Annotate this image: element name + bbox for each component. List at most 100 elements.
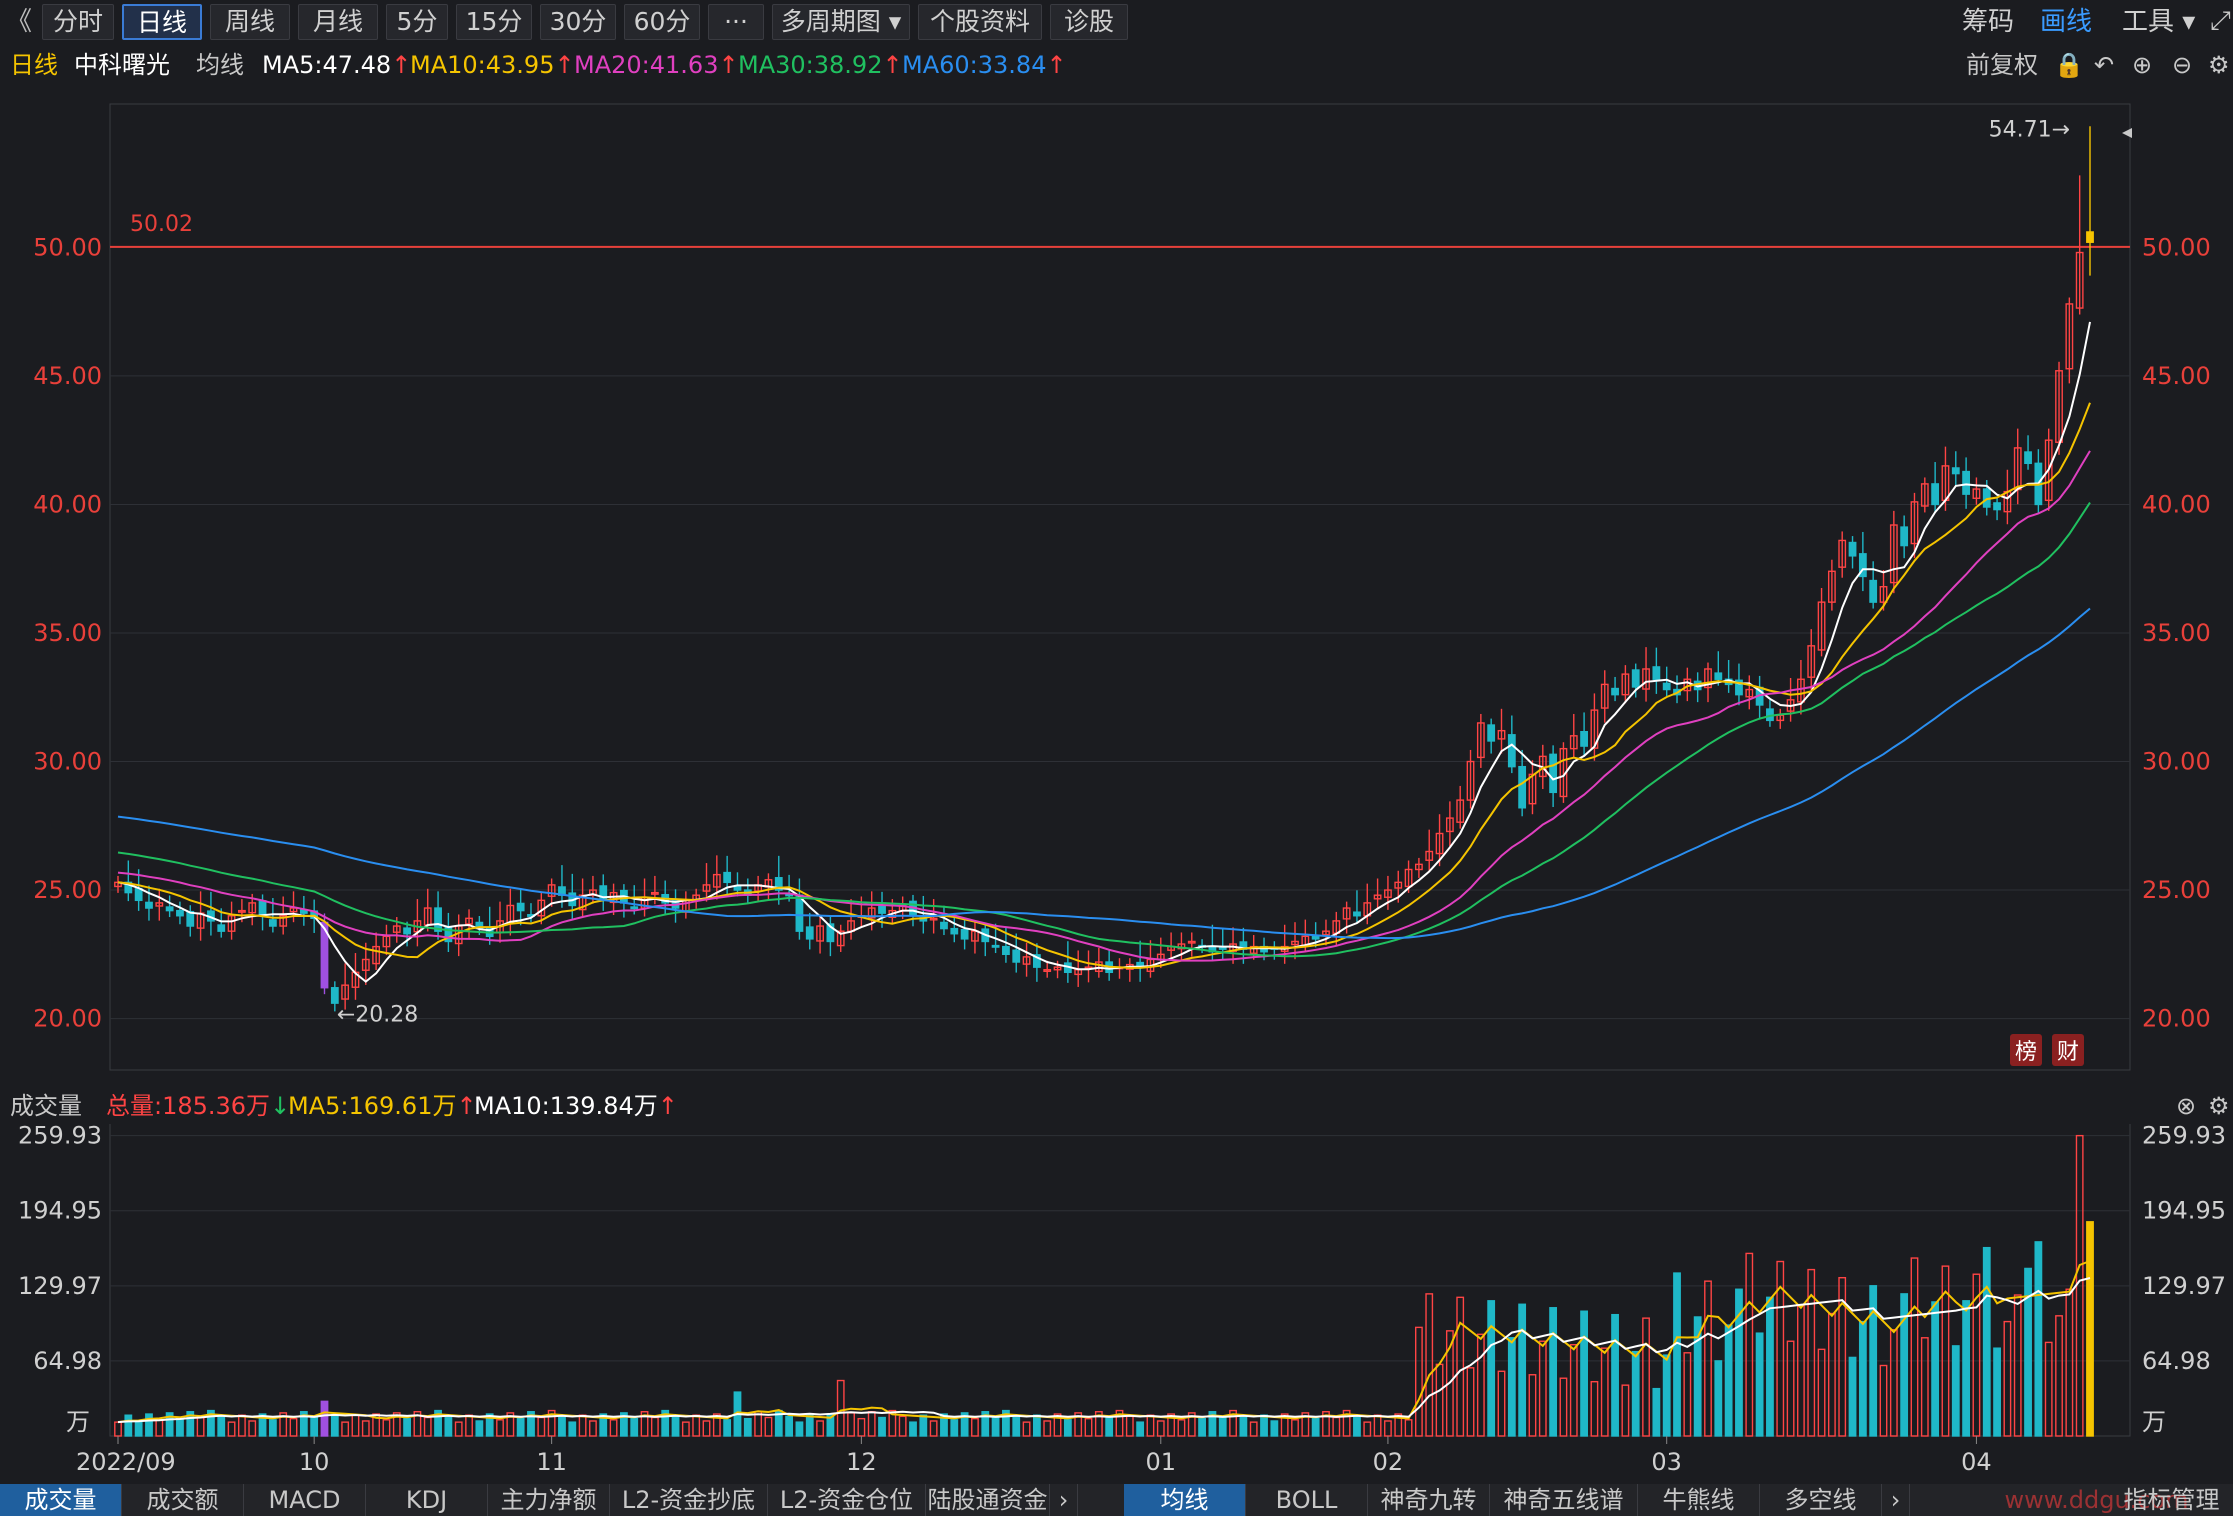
volume-settings-icon[interactable]: ⚙ — [2208, 1092, 2230, 1120]
candle-body — [1373, 894, 1382, 900]
volume-bar — [558, 1415, 566, 1437]
kline-chart[interactable]: 50.00 50.00 45.00 45.00 40.00 40.00 35.00 35.00… — [0, 84, 2233, 1484]
candle-body — [1993, 502, 2001, 511]
overlay-tab-1[interactable]: BOLL — [1246, 1484, 1368, 1516]
overlay-tab-0[interactable]: 均线 — [1124, 1484, 1246, 1516]
volume-bar — [351, 1414, 360, 1437]
settings-icon[interactable]: ⚙ — [2208, 51, 2230, 79]
chip-distribution-button[interactable]: 筹码 — [1962, 7, 2015, 37]
candle-body — [1910, 501, 1919, 545]
tab-10[interactable]: 个股资料 — [918, 4, 1042, 40]
close-icon[interactable]: ⊗ — [2176, 1092, 2197, 1120]
volume-bar — [1456, 1296, 1465, 1437]
indicator-tab-4[interactable]: 主力净额 — [488, 1484, 610, 1516]
lock-icon[interactable]: 🔒 — [2054, 51, 2084, 79]
volume-bar — [1848, 1356, 1857, 1437]
volume-bar — [650, 1416, 659, 1437]
volume-bar — [1466, 1367, 1475, 1437]
volume-bar — [836, 1379, 845, 1437]
candle-body — [248, 902, 257, 914]
volume-bar — [795, 1421, 804, 1437]
tab-7[interactable]: 60分 — [624, 4, 700, 40]
candle-body — [1342, 907, 1351, 920]
candle-body — [124, 881, 133, 894]
indicator-manage-button[interactable]: 指标管理 — [2123, 1486, 2220, 1514]
tab-4[interactable]: 5分 — [386, 4, 448, 40]
indicator-tab-6[interactable]: L2-资金仓位 — [768, 1484, 926, 1516]
candle-body — [723, 871, 732, 884]
tab-3[interactable]: 月线 — [298, 4, 378, 40]
volume-bar — [1518, 1303, 1527, 1437]
zoom-in-icon[interactable]: ⊕ — [2132, 51, 2153, 79]
candle-body — [361, 958, 370, 971]
scroll-right-icon[interactable]: › — [1050, 1484, 1078, 1516]
tools-dropdown[interactable]: 工具 ▾ — [2122, 7, 2196, 37]
candle-body — [1445, 817, 1454, 833]
indicator-tab-5[interactable]: L2-资金抄底 — [610, 1484, 768, 1516]
tab-1[interactable]: 日线 — [122, 4, 202, 40]
volume-bar — [1538, 1340, 1547, 1437]
candle-body — [341, 984, 350, 1000]
tab-5[interactable]: 15分 — [456, 4, 532, 40]
tab-8[interactable]: ··· — [708, 4, 764, 40]
indicator-tab-2[interactable]: MACD — [244, 1484, 366, 1516]
candle-body — [1414, 863, 1423, 871]
candle-body — [1817, 601, 1826, 651]
volume-ma5: MA5:169.61万↑ — [288, 1092, 477, 1120]
volume-bar — [2065, 1288, 2074, 1437]
indicator-tab-0[interactable]: 成交量 — [0, 1484, 122, 1516]
candle-body — [434, 907, 442, 932]
candle-body — [826, 923, 835, 943]
indicator-tab-3[interactable]: KDJ — [366, 1484, 488, 1516]
volume-bar — [1497, 1370, 1506, 1437]
candle-body — [1394, 881, 1403, 889]
volume-bar — [919, 1414, 928, 1437]
indicator-tab-1[interactable]: 成交额 — [122, 1484, 244, 1516]
tab-2[interactable]: 周线 — [210, 4, 290, 40]
badge-bg — [2052, 1034, 2084, 1066]
tab-9[interactable]: 多周期图 ▾ — [772, 4, 910, 40]
overlay-tab-4[interactable]: 牛熊线 — [1638, 1484, 1760, 1516]
overlay-tab-5[interactable]: 多空线 — [1760, 1484, 1882, 1516]
candle-body — [1889, 524, 1898, 584]
volume-tick-left: 129.97 — [18, 1272, 102, 1300]
tab-11[interactable]: 诊股 — [1050, 4, 1128, 40]
tab-0[interactable]: 分时 — [42, 4, 114, 40]
expand-icon[interactable]: ⤢ — [2210, 6, 2231, 36]
volume-bar — [1291, 1419, 1299, 1437]
volume-bar — [516, 1417, 525, 1437]
volume-bar — [1342, 1409, 1351, 1437]
candle-body — [1600, 683, 1609, 709]
indicator-tab-7[interactable]: 陆股通资金 — [926, 1484, 1050, 1516]
volume-tick-left: 259.93 — [18, 1122, 102, 1150]
back-icon[interactable]: 《 — [6, 7, 33, 37]
candle-body — [1848, 541, 1857, 557]
volume-bar — [589, 1420, 597, 1437]
zoom-out-icon[interactable]: ⊖ — [2172, 51, 2193, 79]
volume-bar — [702, 1420, 711, 1437]
price-tick-right: 40.00 — [2142, 490, 2211, 518]
overlay-tab-2[interactable]: 神奇九转 — [1368, 1484, 1490, 1516]
volume-tick-left: 194.95 — [18, 1197, 102, 1225]
volume-bar — [1115, 1409, 1124, 1437]
tab-6[interactable]: 30分 — [540, 4, 616, 40]
drawing-button[interactable]: 画线 — [2040, 7, 2093, 37]
volume-bar — [485, 1413, 494, 1437]
volume-bar — [207, 1409, 215, 1437]
candle-body — [1838, 539, 1847, 568]
volume-bar — [1735, 1288, 1743, 1437]
candle-body — [145, 901, 153, 909]
volume-bar — [1941, 1265, 1950, 1437]
undo-icon[interactable]: ↶ — [2094, 51, 2115, 79]
candle-body — [1642, 668, 1650, 690]
candle-body — [1032, 954, 1041, 968]
overlay-tab-3[interactable]: 神奇五线谱 — [1490, 1484, 1638, 1516]
volume-bar — [1776, 1260, 1785, 1437]
volume-bar — [423, 1416, 432, 1437]
adjust-label[interactable]: 前复权 — [1966, 51, 2038, 79]
x-label: 2022/09 — [76, 1448, 176, 1476]
candle-body — [1569, 735, 1578, 750]
scroll-right-icon-2[interactable]: › — [1882, 1484, 1910, 1516]
volume-bar — [1260, 1414, 1268, 1437]
volume-bar — [1858, 1320, 1867, 1437]
